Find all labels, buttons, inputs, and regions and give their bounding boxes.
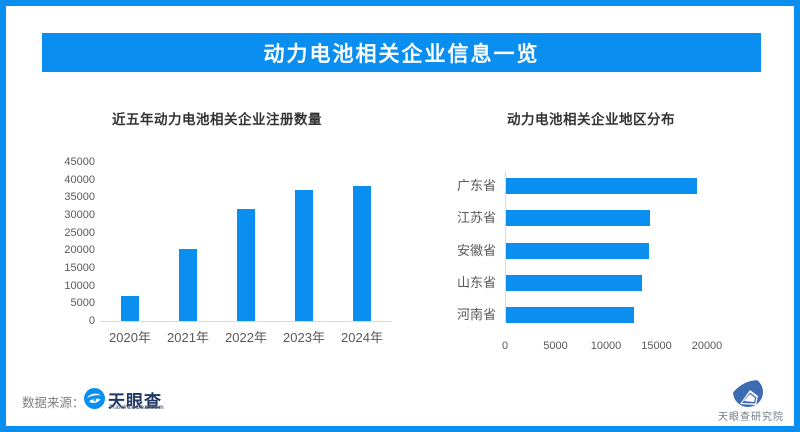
x-tick-label: 5000 — [543, 340, 568, 352]
y-tick-label: 15000 — [64, 262, 95, 274]
tianyancha-logo-url: TianYanCha.com — [109, 405, 165, 411]
region-bar — [506, 307, 635, 324]
region-bar — [506, 210, 651, 227]
y-tick-label: 30000 — [64, 209, 95, 221]
y-category-label: 河南省 — [456, 307, 496, 323]
x-category-label: 2020年 — [109, 330, 151, 345]
x-tick-label: 0 — [501, 340, 509, 352]
x-category-label: 2021年 — [167, 330, 209, 345]
region-bar — [506, 274, 643, 291]
page-title: 动力电池相关企业信息一览 — [263, 42, 540, 66]
x-tick-label: 15000 — [641, 340, 672, 352]
tianyancha-eye-icon — [84, 388, 105, 409]
y-tick-label: 35000 — [64, 191, 95, 204]
y-tick-label: 25000 — [64, 226, 95, 239]
tianyancha-logo-text: 天眼查 — [108, 392, 162, 411]
x-tick-label: 20000 — [691, 340, 723, 352]
institute-name: 天眼查研究院 — [718, 412, 784, 423]
x-tick-label: 10000 — [590, 340, 622, 352]
x-category-label: 2023年 — [283, 330, 325, 345]
y-tick-label: 40000 — [64, 173, 95, 186]
left-chart-title: 近五年动力电池相关企业注册数量 — [112, 112, 322, 127]
y-tick-label: 10000 — [64, 279, 95, 292]
header-banner: 动力电池相关企业信息一览 — [42, 33, 761, 72]
y-category-label: 安徽省 — [456, 242, 496, 258]
registration-bar — [121, 295, 139, 321]
y-axis-line — [505, 171, 506, 322]
right-chart-title: 动力电池相关企业地区分布 — [507, 112, 675, 127]
registration-bar — [237, 208, 255, 321]
registration-bar — [179, 248, 197, 321]
y-category-label: 江苏省 — [456, 210, 496, 226]
data-source-label: 数据来源： — [22, 396, 85, 410]
x-category-label: 2024年 — [341, 330, 383, 345]
registration-bar — [353, 186, 371, 321]
y-tick-label: 0 — [88, 315, 95, 327]
x-category-label: 2022年 — [225, 330, 267, 345]
y-category-label: 山东省 — [456, 274, 496, 290]
y-tick-label: 45000 — [64, 156, 95, 168]
registration-bar — [295, 189, 313, 321]
y-tick-label: 20000 — [64, 244, 95, 257]
region-bar — [506, 178, 697, 194]
tianyancha-institute-icon — [730, 376, 768, 407]
region-bar — [506, 242, 650, 259]
y-tick-label: 5000 — [70, 297, 95, 310]
y-category-label: 广东省 — [456, 178, 496, 193]
x-axis-line — [100, 321, 392, 322]
